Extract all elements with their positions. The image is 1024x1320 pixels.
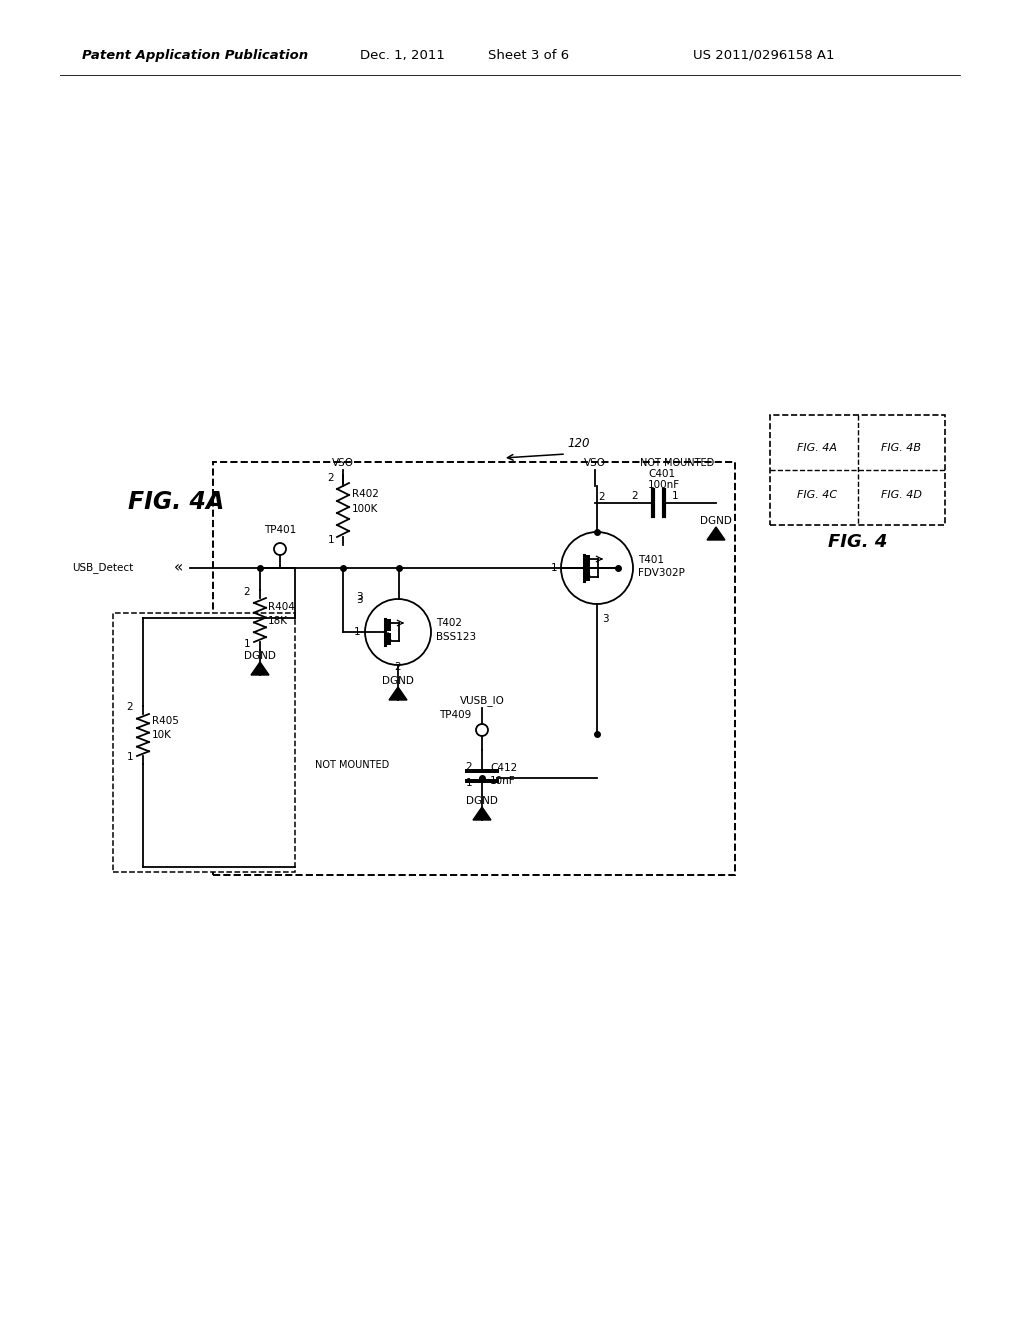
Text: 1: 1 (550, 564, 557, 573)
Text: DGND: DGND (244, 651, 275, 661)
Text: Dec. 1, 2011: Dec. 1, 2011 (360, 49, 444, 62)
Text: DGND: DGND (700, 516, 732, 525)
Text: DGND: DGND (382, 676, 414, 686)
Text: 2: 2 (244, 587, 250, 597)
Text: 1: 1 (126, 752, 133, 762)
Bar (113, 612, 295, 873)
Text: R405: R405 (152, 715, 179, 726)
Text: 10K: 10K (152, 730, 172, 741)
Text: Patent Application Publication: Patent Application Publication (82, 49, 308, 62)
Text: T402: T402 (436, 618, 462, 628)
Text: 2: 2 (632, 491, 638, 502)
Text: FIG. 4: FIG. 4 (827, 533, 887, 550)
Polygon shape (389, 686, 407, 700)
Text: R402: R402 (352, 488, 379, 499)
Text: 3: 3 (356, 591, 362, 602)
Text: 3: 3 (356, 595, 362, 605)
Polygon shape (251, 663, 269, 675)
Text: FIG. 4B: FIG. 4B (882, 444, 922, 453)
Text: 1: 1 (244, 639, 250, 649)
Text: FIG. 4A: FIG. 4A (798, 444, 838, 453)
Text: Sheet 3 of 6: Sheet 3 of 6 (488, 49, 569, 62)
Text: VSO: VSO (584, 458, 606, 469)
Text: 2: 2 (328, 473, 334, 483)
Text: NOT MOUNTED: NOT MOUNTED (315, 760, 389, 770)
Text: DGND: DGND (466, 796, 498, 807)
Bar (770, 414, 945, 525)
Text: C401: C401 (648, 469, 675, 479)
Text: TP401: TP401 (264, 525, 296, 535)
Text: 1: 1 (328, 535, 334, 545)
Text: T401: T401 (638, 554, 664, 565)
Text: 3: 3 (602, 614, 608, 624)
Text: BSS123: BSS123 (436, 632, 476, 642)
Text: FIG. 4D: FIG. 4D (881, 490, 922, 500)
Text: FIG. 4C: FIG. 4C (798, 490, 838, 500)
Text: TP409: TP409 (438, 710, 471, 719)
Text: 2: 2 (126, 702, 133, 711)
Text: US 2011/0296158 A1: US 2011/0296158 A1 (693, 49, 835, 62)
Text: 100nF: 100nF (648, 480, 680, 490)
Text: VSO: VSO (332, 458, 354, 469)
Text: 1: 1 (672, 491, 679, 502)
Text: R404: R404 (268, 602, 295, 612)
Text: «: « (174, 561, 183, 576)
Text: 10nF: 10nF (490, 776, 516, 785)
Text: USB_Detect: USB_Detect (72, 562, 133, 573)
Polygon shape (473, 807, 490, 820)
Text: 1: 1 (465, 777, 472, 788)
Text: 2: 2 (394, 663, 401, 672)
Text: 120: 120 (567, 437, 590, 450)
Bar (213, 462, 735, 875)
Text: 100K: 100K (352, 504, 379, 513)
Text: C412: C412 (490, 763, 517, 774)
Text: NOT MOUNTED: NOT MOUNTED (640, 458, 715, 469)
Text: VUSB_IO: VUSB_IO (460, 696, 505, 706)
Text: 1: 1 (353, 627, 360, 638)
Text: FIG. 4A: FIG. 4A (128, 490, 224, 513)
Text: 2: 2 (599, 492, 605, 502)
Text: FDV302P: FDV302P (638, 568, 685, 578)
Text: 2: 2 (465, 762, 472, 772)
Text: 18K: 18K (268, 616, 288, 626)
Polygon shape (707, 527, 725, 540)
